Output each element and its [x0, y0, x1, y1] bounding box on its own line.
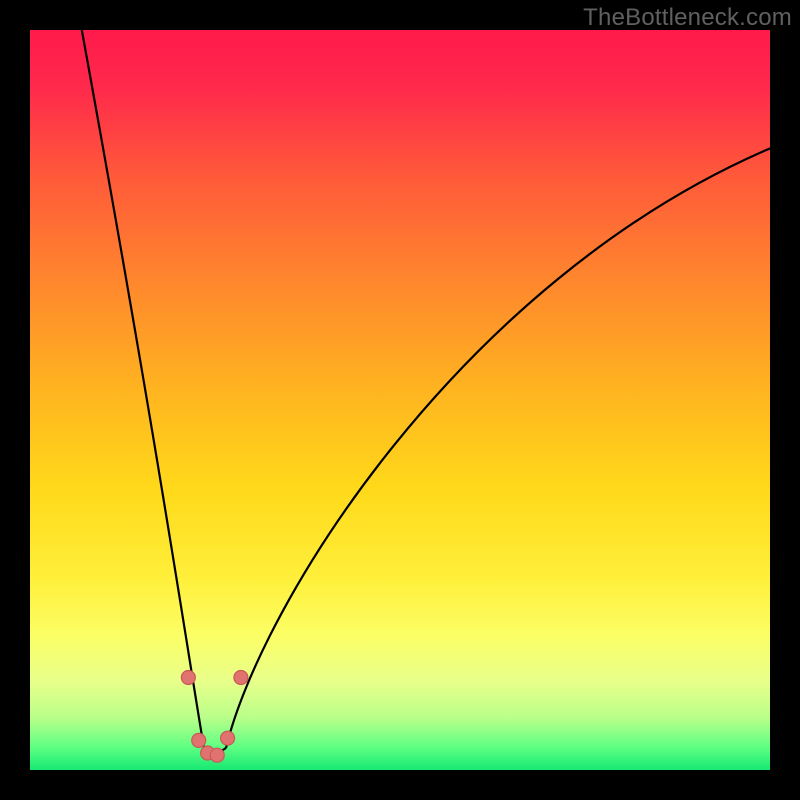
curve-marker — [181, 671, 195, 685]
curve-marker — [210, 748, 224, 762]
chart-gradient-background — [30, 30, 770, 770]
curve-marker — [221, 731, 235, 745]
watermark-text: TheBottleneck.com — [583, 4, 792, 32]
bottleneck-chart — [0, 0, 800, 800]
stage: TheBottleneck.com — [0, 0, 800, 800]
curve-marker — [192, 733, 206, 747]
curve-marker — [234, 671, 248, 685]
